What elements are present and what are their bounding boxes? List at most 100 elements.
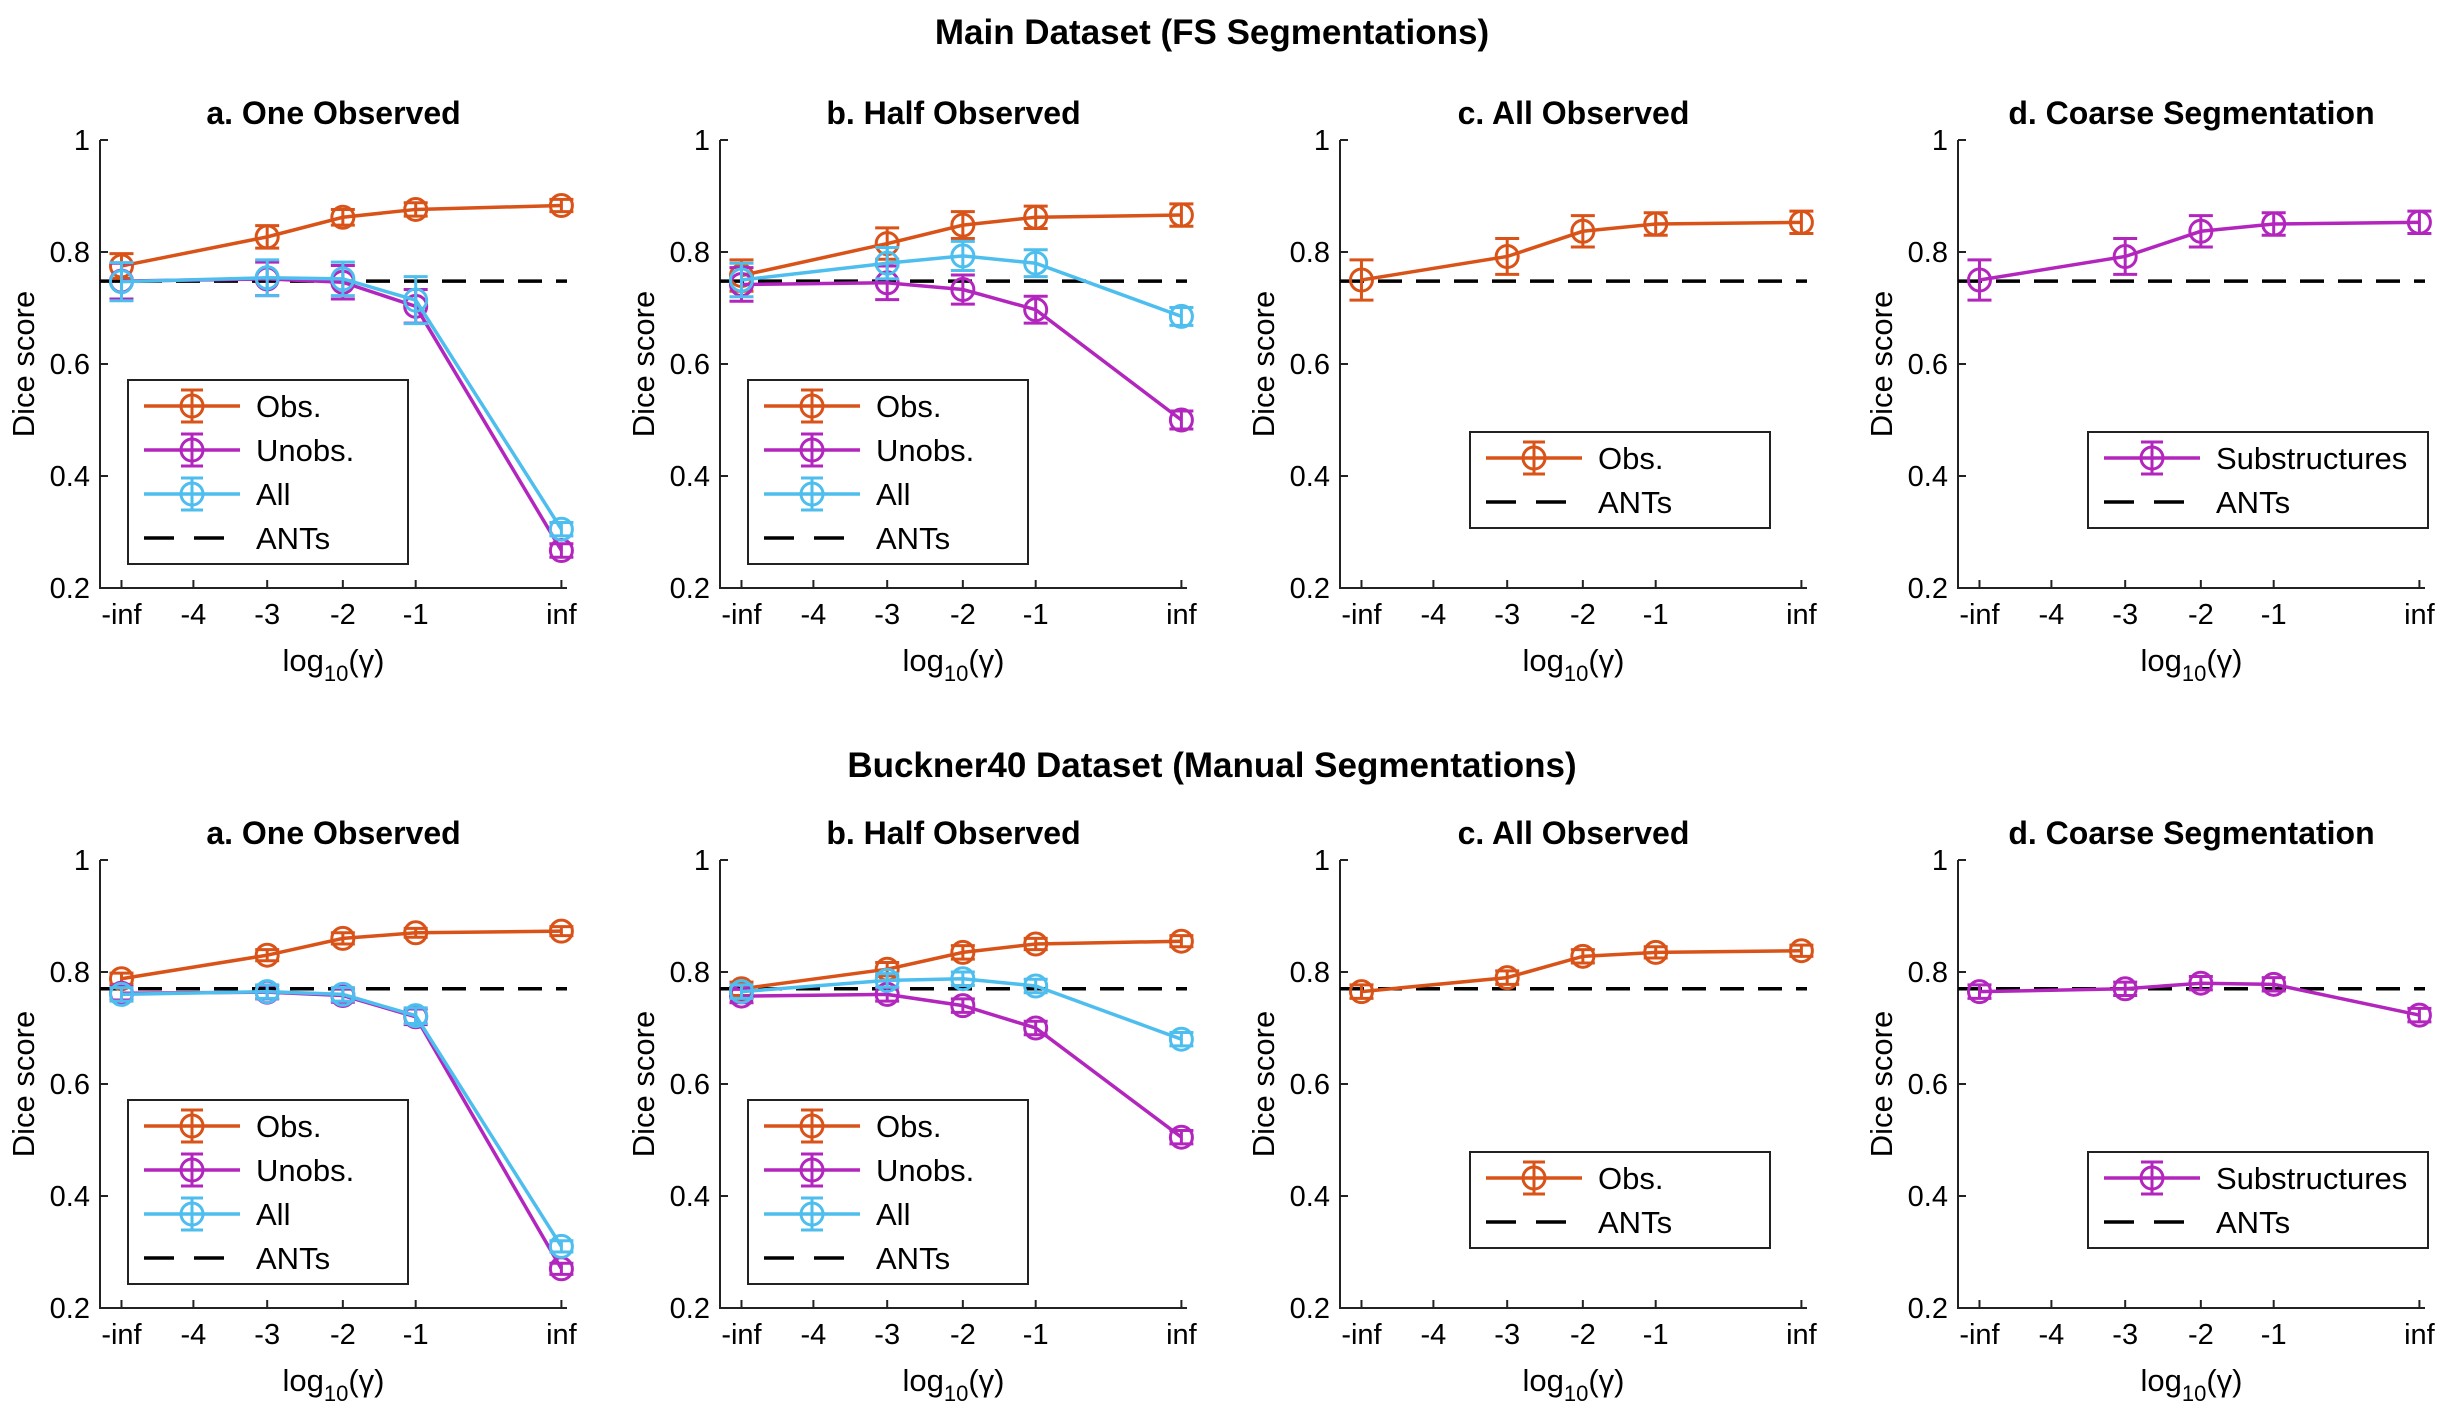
legend-label: ANTs: [256, 1241, 330, 1276]
x-tick-label: -inf: [1341, 599, 1382, 631]
y-tick-label: 1: [1314, 125, 1330, 157]
y-tick-label: 0.4: [670, 461, 710, 493]
y-tick-label: 0.2: [50, 573, 90, 605]
y-tick-label: 0.4: [50, 1181, 90, 1213]
legend-label: All: [876, 1197, 910, 1232]
legend-swatch-marker: [799, 393, 825, 419]
data-point: [403, 920, 429, 946]
data-point: [2406, 209, 2432, 235]
legend-label: Unobs.: [876, 1153, 974, 1188]
x-tick-label: -1: [1643, 599, 1669, 631]
y-tick-label: 1: [694, 845, 710, 877]
data-point: [950, 993, 976, 1019]
legend-box: [127, 379, 409, 565]
x-tick-label: inf: [1166, 599, 1198, 631]
y-tick-label: 0.6: [1908, 349, 1948, 381]
data-point: [2112, 243, 2138, 269]
panel-title: c. All Observed: [1458, 815, 1690, 851]
data-point: [108, 269, 134, 295]
data-point: [2188, 970, 2214, 996]
data-point: [403, 196, 429, 222]
data-point: [1168, 928, 1194, 954]
legend-swatch-marker: [1521, 1165, 1547, 1191]
legend-label: All: [876, 477, 910, 512]
panel-0-0: a. One Observed 0.2 0.4 0.6 0.8 1 -inf -4 -3 -2 -1…: [6, 95, 578, 686]
legend-label: ANTs: [1598, 485, 1672, 520]
x-tick-label: inf: [2404, 1319, 2436, 1351]
x-tick-label: -2: [950, 599, 976, 631]
legend-swatch-marker: [179, 437, 205, 463]
x-axis-label: log10(γ): [2140, 643, 2242, 686]
legend: Substructures ANTs: [2087, 1151, 2429, 1249]
legend-label: Obs.: [256, 389, 321, 424]
panel-title: a. One Observed: [206, 95, 460, 131]
legend-label: Obs.: [876, 1109, 941, 1144]
x-tick-label: -1: [2261, 1319, 2287, 1351]
data-point: [330, 925, 356, 951]
x-tick-label: -inf: [721, 1319, 762, 1351]
x-tick-label: inf: [1786, 1319, 1818, 1351]
legend-label: Unobs.: [876, 433, 974, 468]
x-tick-label: -3: [874, 599, 900, 631]
row-title-buckner40: Buckner40 Dataset (Manual Segmentations): [847, 746, 1576, 785]
x-tick-label: -4: [801, 599, 827, 631]
legend-label: All: [256, 477, 290, 512]
legend-swatch-marker: [2139, 1165, 2165, 1191]
data-point: [1023, 297, 1049, 323]
legend-swatch-marker: [799, 481, 825, 507]
x-tick-label: -1: [403, 1319, 429, 1351]
data-point: [1348, 979, 1374, 1005]
x-tick-label: -2: [330, 599, 356, 631]
x-tick-label: -2: [2188, 599, 2214, 631]
y-tick-label: 0.4: [670, 1181, 710, 1213]
x-tick-label: -3: [2112, 599, 2138, 631]
y-tick-label: 1: [1932, 125, 1948, 157]
data-point: [728, 979, 754, 1005]
legend-label: ANTs: [876, 1241, 950, 1276]
data-point: [1570, 218, 1596, 244]
legend-swatch-marker: [1521, 445, 1547, 471]
legend-label: ANTs: [2216, 1205, 2290, 1240]
legend-label: Obs.: [256, 1109, 321, 1144]
data-point: [1023, 931, 1049, 957]
data-point: [950, 277, 976, 303]
legend: Obs. ANTs: [1469, 431, 1771, 529]
y-axis-label: Dice score: [6, 291, 41, 437]
y-tick-label: 0.6: [50, 349, 90, 381]
legend: Substructures ANTs: [2087, 431, 2429, 529]
data-point: [1494, 243, 1520, 269]
x-tick-label: -3: [254, 1319, 280, 1351]
legend-label: ANTs: [2216, 485, 2290, 520]
panels: a. One Observed 0.2 0.4 0.6 0.8 1 -inf -4 -3 -2 -1…: [6, 95, 2436, 1406]
legend-label: Obs.: [1598, 441, 1663, 476]
panel-title: b. Half Observed: [826, 95, 1080, 131]
row-title-main: Main Dataset (FS Segmentations): [935, 13, 1489, 52]
legend: Obs. ANTs: [1469, 1151, 1771, 1249]
data-point: [1788, 938, 1814, 964]
y-tick-label: 0.2: [1908, 1293, 1948, 1325]
y-tick-label: 0.6: [1908, 1069, 1948, 1101]
data-point: [108, 981, 134, 1007]
panel-1-1: b. Half Observed 0.2 0.4 0.6 0.8 1 -inf -4 -3 -2 -…: [626, 815, 1198, 1406]
y-tick-label: 0.8: [670, 237, 710, 269]
y-axis-label: Dice score: [1246, 1011, 1281, 1157]
data-point: [1966, 267, 1992, 293]
x-tick-label: -3: [1494, 599, 1520, 631]
y-tick-label: 0.6: [670, 1069, 710, 1101]
legend: Obs. Unobs. All ANTs: [747, 379, 1029, 565]
data-point: [874, 967, 900, 993]
data-point: [403, 287, 429, 313]
x-tick-label: -4: [1421, 599, 1447, 631]
x-tick-label: -4: [2039, 599, 2065, 631]
y-tick-label: 0.6: [50, 1069, 90, 1101]
data-point: [1023, 204, 1049, 230]
data-point: [1570, 943, 1596, 969]
x-tick-label: -2: [1570, 599, 1596, 631]
data-point: [1168, 303, 1194, 329]
data-point: [1023, 973, 1049, 999]
legend-label: ANTs: [256, 521, 330, 556]
y-tick-label: 0.4: [1908, 461, 1948, 493]
x-tick-label: -1: [403, 599, 429, 631]
data-point: [548, 918, 574, 944]
